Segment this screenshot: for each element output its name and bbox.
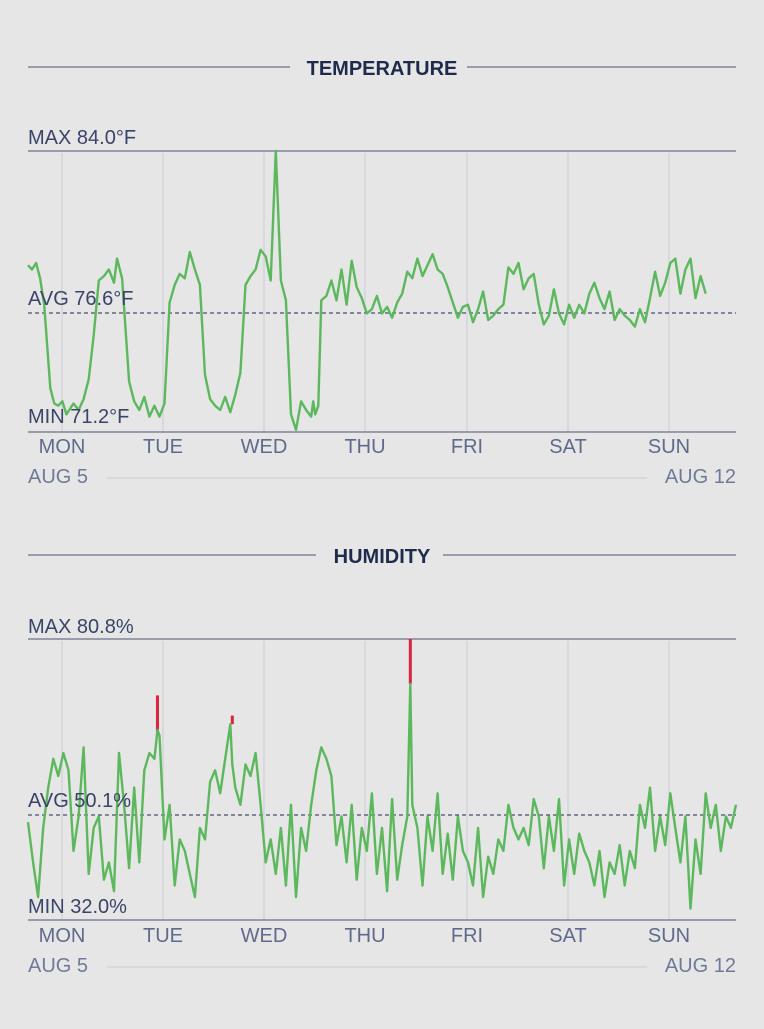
humidity-day-label-sun: SUN <box>648 925 690 947</box>
temperature-avg-label: AVG 76.6°F <box>28 288 133 310</box>
temperature-start-date: AUG 5 <box>28 466 88 488</box>
humidity-day-label-wed: WED <box>241 925 288 947</box>
temperature-day-label-mon: MON <box>39 436 86 458</box>
humidity-start-date: AUG 5 <box>28 955 88 977</box>
humidity-day-labels: MON TUE WED THU FRI SAT SUN <box>39 925 690 947</box>
temperature-max-label: MAX 84.0°F <box>28 127 136 149</box>
temperature-day-label-thu: THU <box>344 436 385 458</box>
temperature-title: TEMPERATURE <box>307 58 458 80</box>
humidity-end-date: AUG 12 <box>665 955 736 977</box>
humidity-min-label: MIN 32.0% <box>28 896 127 918</box>
humidity-day-label-thu: THU <box>344 925 385 947</box>
humidity-day-label-sat: SAT <box>549 925 586 947</box>
humidity-series-line <box>26 682 738 910</box>
humidity-grid <box>61 641 670 920</box>
humidity-avg-label: AVG 50.1% <box>28 790 131 812</box>
humidity-max-label: MAX 80.8% <box>28 616 134 638</box>
humidity-day-label-tue: TUE <box>143 925 183 947</box>
humidity-day-label-fri: FRI <box>451 925 483 947</box>
temperature-grid <box>61 153 670 432</box>
temperature-min-label: MIN 71.2°F <box>28 406 129 428</box>
temperature-day-label-tue: TUE <box>143 436 183 458</box>
temperature-end-date: AUG 12 <box>665 466 736 488</box>
temperature-day-label-sun: SUN <box>648 436 690 458</box>
temperature-series-line <box>27 149 707 431</box>
temperature-day-label-fri: FRI <box>451 436 483 458</box>
temperature-section: TEMPERATURE MAX 84.0°F AVG 76.6°F MIN 71… <box>27 58 736 488</box>
temperature-day-labels: MON TUE WED THU FRI SAT SUN <box>39 436 690 458</box>
humidity-title: HUMIDITY <box>334 546 431 568</box>
temperature-day-label-sat: SAT <box>549 436 586 458</box>
humidity-section: HUMIDITY MAX 80.8% AVG 50.1% MIN 32.0% M… <box>26 546 738 977</box>
temperature-day-label-wed: WED <box>241 436 288 458</box>
humidity-day-label-mon: MON <box>39 925 86 947</box>
humidity-alerts <box>155 639 412 736</box>
